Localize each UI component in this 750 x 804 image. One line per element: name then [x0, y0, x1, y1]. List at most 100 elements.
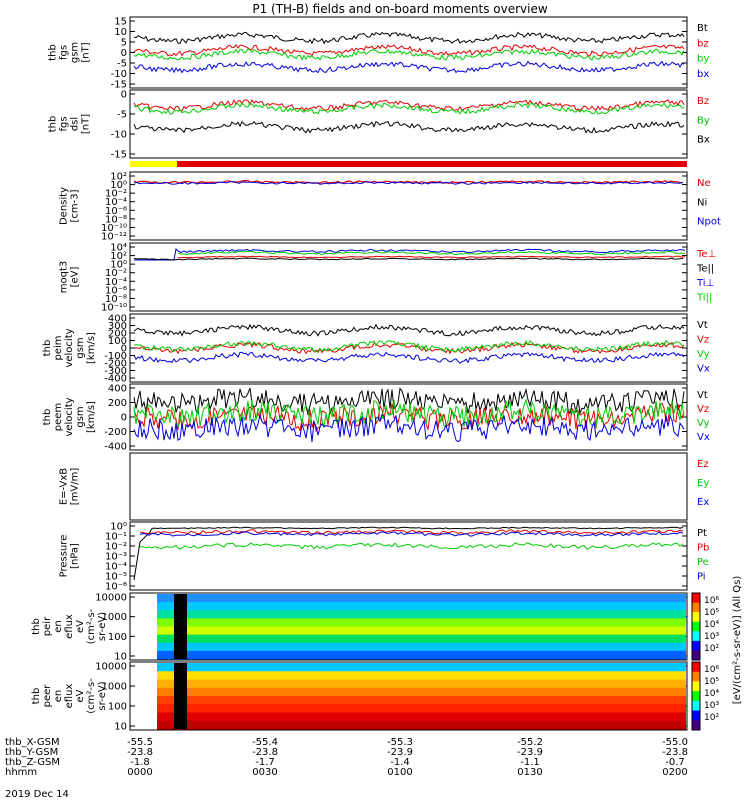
ylabel-line: (cm²-s-	[86, 608, 97, 644]
series-pt	[133, 526, 684, 581]
ylabel-line: thb	[31, 618, 42, 635]
ytick-label: -200	[104, 359, 127, 370]
ytick-label: 10⁻⁸	[105, 294, 127, 305]
ylabel-line: peir	[42, 616, 53, 636]
ylabel-line: Pressure	[59, 535, 70, 578]
ylabel-line: gsm	[75, 337, 86, 358]
heatmap-band	[157, 704, 686, 713]
legend-bt: Bt	[697, 23, 708, 34]
ylabel-line: peem	[53, 403, 64, 431]
ytick-label: 0	[121, 344, 127, 355]
ytick-label: 200	[108, 329, 127, 340]
panel-p2: thb fgs dsl [nT] 0 -5 -10 -15 Bz By Bx	[48, 89, 710, 161]
colorbar-segment	[692, 710, 700, 721]
colorbar-tick: 10³	[704, 701, 719, 711]
ytick-label: -5	[117, 59, 127, 70]
colorbar-tick: 10⁶	[704, 596, 719, 606]
series-te-par	[133, 257, 684, 261]
ytick-label: -400	[104, 442, 127, 453]
ylabel-line: velocity	[64, 328, 75, 367]
ytick-label: 0	[121, 413, 127, 424]
series-bt	[133, 31, 685, 45]
legend-vx: Vx	[697, 364, 710, 375]
ytick-label: 10⁻¹⁰	[101, 303, 127, 314]
ytick-label: 400	[108, 314, 127, 325]
colorbar-segment	[692, 691, 700, 702]
xaxis-value: -23.8	[252, 747, 278, 758]
colorbar-segment	[692, 700, 700, 712]
ytick-label: -100	[104, 351, 127, 362]
panel-frame	[129, 661, 688, 731]
panel-frame	[129, 452, 688, 521]
xaxis-value: 0100	[387, 767, 412, 778]
ytick-label: -15	[111, 150, 127, 161]
panel-frame	[129, 171, 688, 241]
legend-vy: Vy	[697, 418, 710, 429]
ylabel-line: [nT]	[81, 42, 92, 62]
ylabel-line: thb	[42, 409, 53, 426]
colorbar-tick: 10⁶	[704, 665, 719, 675]
series-vz	[133, 341, 685, 355]
panel-p3	[130, 161, 687, 167]
colorbar-frame	[691, 592, 701, 661]
ylabel-line: thb	[48, 116, 59, 133]
xaxis-value: -55.5	[127, 737, 153, 748]
legend-te⊥: Te⊥	[696, 249, 716, 260]
panel-p7: thb peem velocity gsm [km/s] 400 200 0 -200 -400 V…	[42, 383, 710, 453]
legend-ni: Ni	[697, 197, 707, 208]
ylabel-p10: thb peir en eflux eV (cm²-s-sr-eV)	[31, 608, 108, 644]
ytick-label: 10⁻²	[105, 189, 127, 200]
xaxis-value: -55.4	[252, 737, 278, 748]
legend-ey: Ey	[697, 478, 709, 489]
legend-pi: Pi	[697, 572, 706, 583]
ytick-label: 10⁻²	[105, 268, 127, 279]
ylabel-line: (cm²-s-	[86, 678, 97, 714]
colorbar-tick: 10⁵	[704, 677, 719, 687]
ylabel-line: velocity	[64, 397, 75, 436]
ytick-label: 10⁻⁶	[105, 206, 127, 217]
ylabel-line: dsl	[70, 117, 81, 131]
ylabel-p6: thb peim velocity gsm [km/s]	[42, 328, 97, 367]
heatmap-band	[157, 618, 686, 627]
ytick-label: -400	[104, 374, 127, 385]
ylabel-line: [km/s]	[86, 332, 97, 364]
ytick-label: 0	[121, 90, 127, 101]
ytick-label: 10	[114, 652, 127, 663]
colorbar-segment	[692, 602, 700, 613]
legend-ti⊥: Ti⊥	[696, 278, 714, 289]
heatmap-band	[157, 679, 686, 689]
colorbar-label: [eV/(cm²-s-sr-eV)] (All Qs)	[732, 576, 743, 705]
colorbar-tick: 10⁴	[704, 689, 719, 699]
ylabel-p7: thb peem velocity gsm [km/s]	[42, 397, 97, 436]
legend-ex: Ex	[697, 497, 709, 508]
legend-pe: Pe	[697, 557, 709, 568]
colorbar-segment	[692, 612, 700, 623]
ytick-label: 10²	[110, 172, 127, 183]
legend-vz: Vz	[697, 335, 709, 346]
ylabel-line: sr-eV)	[97, 681, 108, 710]
ytick-label: 10⁻⁸	[105, 214, 127, 225]
heatmap-gap	[174, 594, 187, 659]
ylabel-line: fgs	[59, 45, 70, 60]
series-vt	[133, 387, 685, 416]
ytick-label: 100	[108, 336, 127, 347]
ytick-label: 10⁻¹²	[101, 232, 127, 243]
heatmap-band	[157, 712, 686, 722]
heatmap-band	[157, 626, 686, 636]
ylabel-p5: moqt3 [eV]	[59, 261, 81, 294]
ytick-label: 10⁻¹⁰	[101, 223, 127, 234]
ytick-label: 10⁻¹	[105, 532, 127, 543]
date-label: 2019 Dec 14	[5, 789, 69, 800]
heatmap-band	[157, 610, 686, 619]
panel-frame	[129, 242, 688, 312]
colorbar-tick: 10²	[704, 713, 719, 723]
ytick-label: 10⁻⁴	[105, 562, 127, 573]
ytick-label: 10⁻²	[105, 542, 127, 553]
colorbar-segment	[692, 681, 700, 692]
xaxis-value: -1.4	[390, 757, 410, 768]
series-pe	[139, 542, 684, 550]
ylabel-p4: Density [cm-3]	[59, 187, 81, 225]
ytick-label: 10⁻⁴	[105, 277, 127, 288]
